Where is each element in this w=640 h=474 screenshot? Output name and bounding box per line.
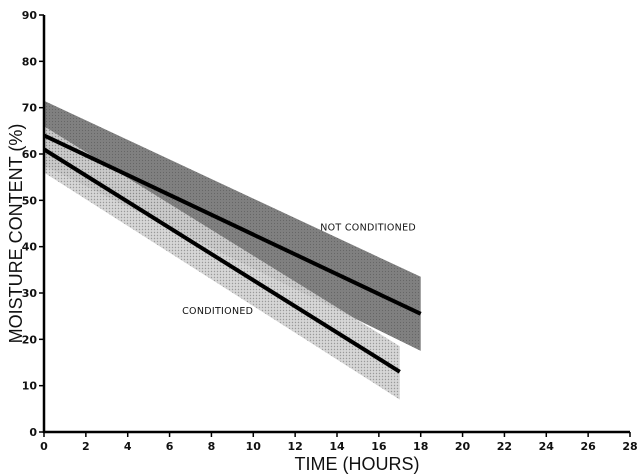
x-axis-label: TIME (HOURS) [295,454,420,474]
y-tick-label: 40 [22,241,38,254]
y-tick-label: 80 [22,55,38,68]
x-tick-label: 12 [287,440,302,453]
y-axis-label: MOISTURE CONTENT (%) [6,124,26,344]
x-tick-label: 0 [40,440,48,453]
annotation-conditioned: CONDITIONED [182,306,253,317]
y-tick-label: 90 [22,9,38,22]
x-tick-label: 20 [455,440,471,453]
y-tick-labels: 0 10 20 30 40 50 60 70 80 90 [22,9,44,439]
confidence-bands [44,100,421,400]
x-tick-label: 18 [413,440,428,453]
y-tick-label: 20 [22,333,38,346]
x-tick-label: 6 [166,440,174,453]
x-tick-label: 10 [246,440,262,453]
y-tick-label: 60 [22,148,38,161]
series-line-conditioned [42,147,401,374]
annotation-not-conditioned: NOT CONDITIONED [320,222,416,233]
y-tick-label: 0 [29,426,37,439]
x-tick-label: 28 [622,440,637,453]
x-tick-label: 14 [329,440,345,453]
x-tick-label: 2 [82,440,90,453]
y-tick-label: 70 [22,102,38,115]
x-tick-label: 24 [539,440,555,453]
x-tick-labels: 0 2 4 6 8 10 12 14 16 18 20 22 24 26 28 [40,432,638,453]
x-tick-label: 4 [124,440,132,453]
x-tick-label: 22 [497,440,512,453]
y-tick-label: 30 [22,287,38,300]
x-tick-label: 16 [371,440,387,453]
annotations: NOT CONDITIONED CONDITIONED [182,222,416,316]
series-line-not-conditioned [43,133,422,316]
y-tick-label: 10 [22,380,38,393]
y-tick-label: 50 [22,194,38,207]
x-tick-label: 26 [580,440,596,453]
x-tick-label: 8 [208,440,216,453]
series-lines [42,133,422,374]
